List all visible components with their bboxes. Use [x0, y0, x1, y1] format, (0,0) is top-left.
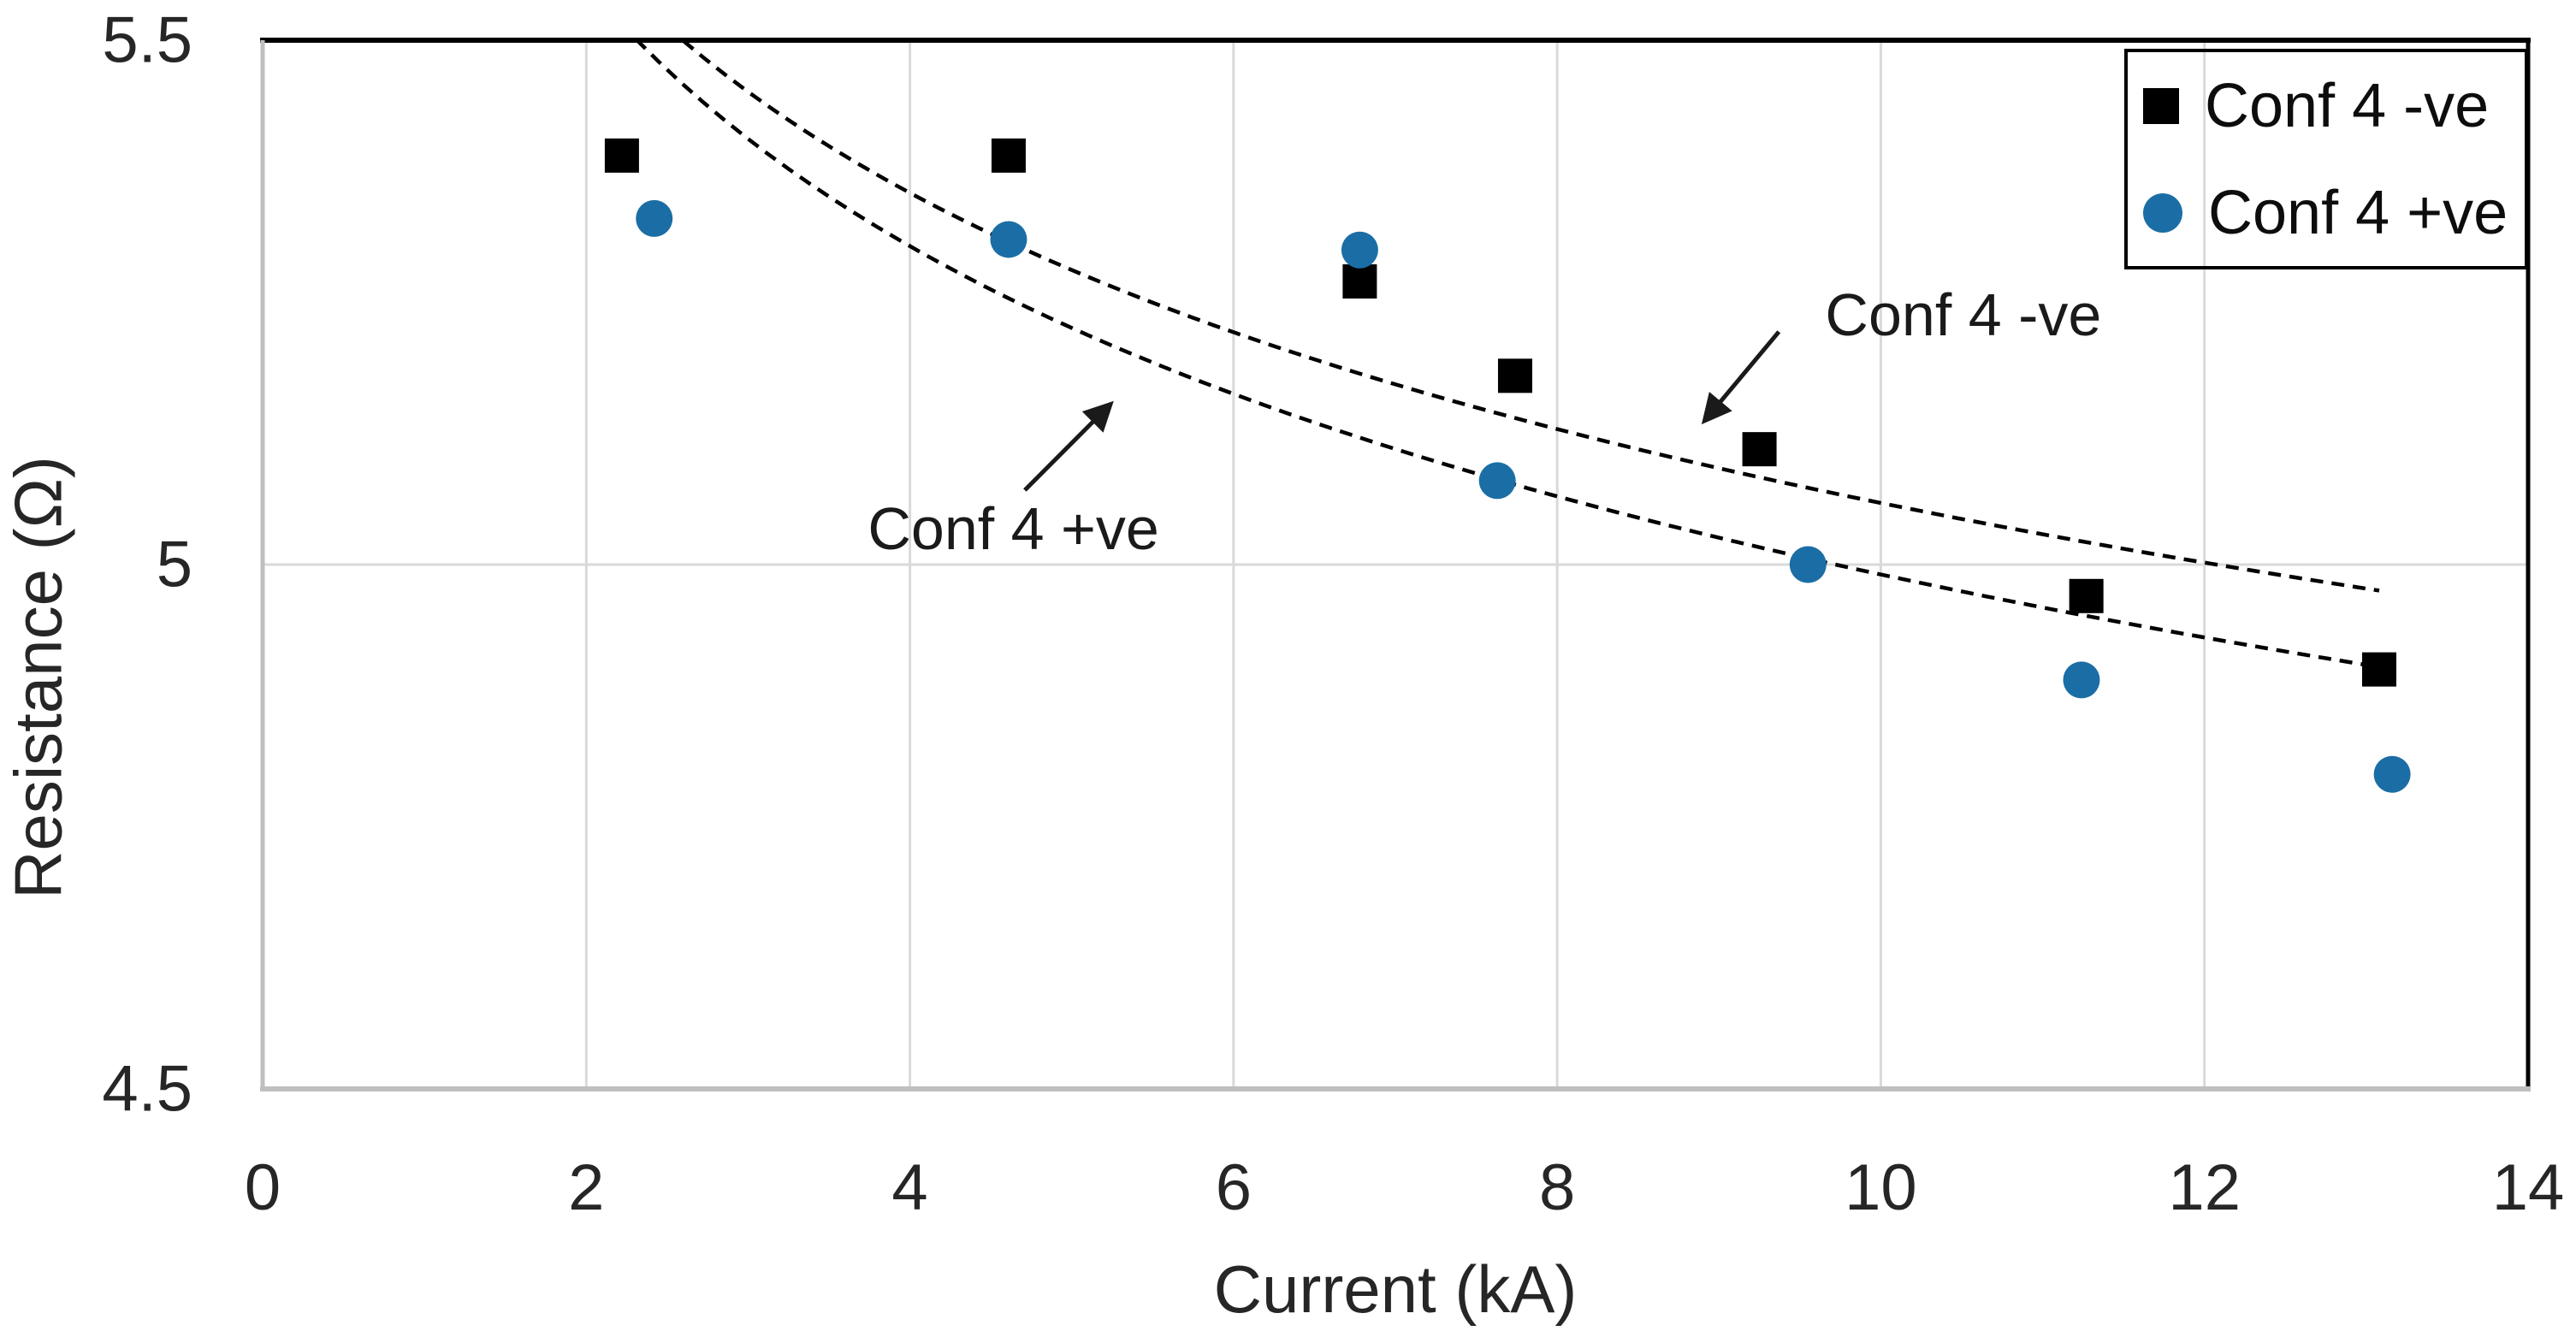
- x-tick-label: 4: [891, 1151, 928, 1224]
- x-tick-label: 0: [244, 1151, 281, 1224]
- y-axis-title: Resistance (Ω): [0, 456, 76, 899]
- series-point-circle: [1478, 462, 1516, 500]
- annotation-arrows: [1023, 330, 1781, 492]
- y-tick-label: 4.5: [102, 1052, 192, 1126]
- legend-label-conf4-neg: Conf 4 -ve: [2205, 71, 2490, 140]
- data-points: [604, 138, 2411, 793]
- y-tick-label: 5: [156, 528, 192, 601]
- series-point-circle: [636, 199, 673, 237]
- x-tick-label: 8: [1539, 1151, 1576, 1224]
- black-square-marker-icon: [2143, 87, 2179, 124]
- trendlines: [635, 38, 2380, 669]
- series-point-circle: [2373, 755, 2411, 793]
- series-point-square: [2361, 652, 2396, 687]
- x-tick-label: 12: [2168, 1151, 2241, 1224]
- blue-circle-marker-icon: [2143, 192, 2182, 233]
- series-point-square: [2069, 578, 2104, 613]
- series-point-circle: [2063, 661, 2100, 699]
- annotation-arrow: [1023, 400, 1114, 492]
- x-tick-label: 6: [1215, 1151, 1252, 1224]
- series-point-square: [604, 138, 639, 173]
- legend: Conf 4 -ve Conf 4 +ve: [2124, 49, 2528, 269]
- series-point-circle: [990, 221, 1027, 258]
- series-point-square: [1497, 358, 1532, 393]
- gridlines: [263, 40, 2528, 1089]
- y-tick-label: 5.5: [102, 3, 192, 77]
- legend-label-conf4-pos: Conf 4 +ve: [2208, 178, 2508, 247]
- annotation-arrow: [1701, 330, 1781, 425]
- x-tick-label: 10: [1845, 1151, 1917, 1224]
- x-axis-title: Current (kA): [1213, 1251, 1578, 1327]
- series-point-square: [1342, 263, 1377, 299]
- legend-entry-conf4-pos: Conf 4 +ve: [2128, 178, 2525, 248]
- trendline-curve: [635, 38, 2380, 669]
- series-point-square: [1742, 432, 1777, 467]
- annotation-label: Conf 4 +ve: [868, 495, 1159, 563]
- legend-entry-conf4-neg: Conf 4 -ve: [2128, 71, 2525, 141]
- annotation-label: Conf 4 -ve: [1825, 281, 2102, 349]
- series-point-square: [991, 138, 1026, 173]
- series-point-circle: [1789, 546, 1827, 583]
- series-point-circle: [1341, 231, 1378, 269]
- x-tick-label: 2: [568, 1151, 605, 1224]
- x-tick-label: 14: [2491, 1151, 2565, 1224]
